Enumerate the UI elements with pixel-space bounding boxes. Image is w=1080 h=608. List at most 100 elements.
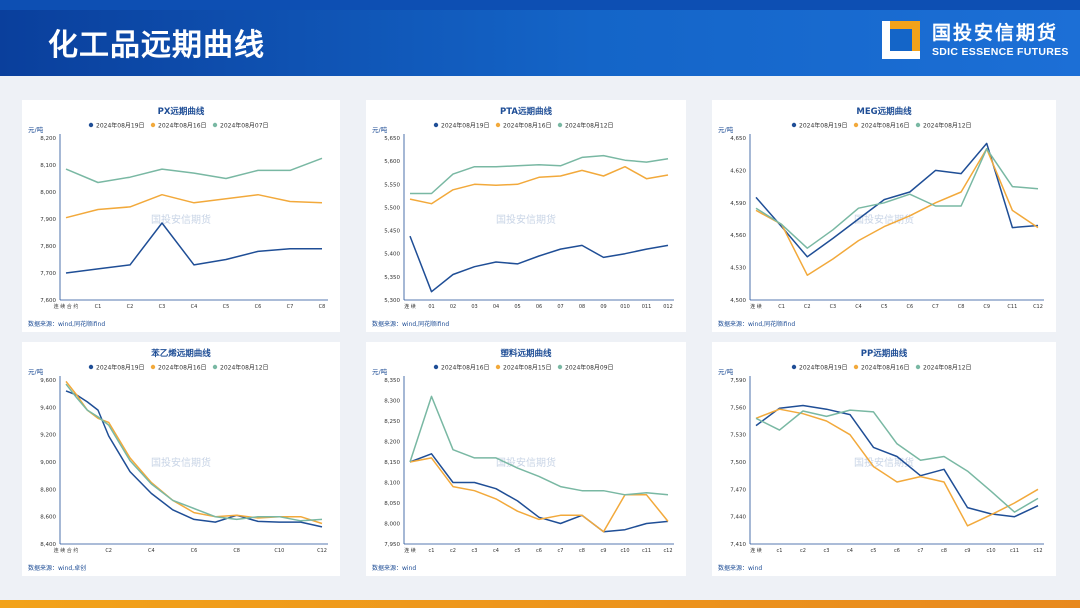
x-tick-label: c3 [472, 548, 478, 554]
y-tick-label: 7,500 [730, 460, 746, 466]
x-tick-label: 01 [428, 304, 434, 310]
x-tick-label: 连 续 [404, 303, 416, 310]
chart-plastic: 塑料远期曲线 2024年08月16日 2024年08月15日 2024年08月09日 元… [372, 348, 674, 572]
x-tick-label: c9 [965, 548, 971, 554]
x-tick-label: c11 [1010, 548, 1019, 554]
x-tick-label: C10 [274, 548, 284, 554]
y-tick-label: 4,500 [730, 298, 746, 304]
y-tick-label: 7,410 [730, 542, 746, 548]
y-tick-label: 5,300 [384, 298, 400, 304]
legend-marker [791, 364, 797, 370]
data-source-note: 数据来源：wind,同花顺ifind [28, 320, 105, 328]
y-tick-label: 8,100 [384, 481, 400, 487]
x-tick-label: c7 [918, 548, 924, 554]
x-tick-label: c9 [601, 548, 607, 554]
legend-label: 2024年08月16日 [158, 364, 207, 372]
y-tick-label: 4,650 [730, 136, 746, 142]
legend-label: 2024年08月12日 [220, 364, 269, 372]
legend-label: 2024年08月16日 [503, 122, 552, 130]
y-tick-label: 8,400 [40, 542, 56, 548]
y-axis-unit: 元/吨 [372, 367, 388, 376]
legend-label: 2024年08月12日 [565, 122, 614, 130]
y-tick-label: 4,530 [730, 266, 746, 272]
x-tick-label: 连 续 [750, 547, 762, 554]
x-tick-label: C9 [983, 304, 990, 310]
x-tick-label: C11 [1007, 304, 1017, 310]
chart-title: MEG远期曲线 [856, 106, 912, 117]
x-tick-label: C1 [95, 304, 102, 310]
y-tick-label: 9,600 [40, 378, 56, 384]
legend-marker [853, 122, 859, 128]
y-tick-label: 8,600 [40, 515, 56, 521]
y-axis-unit: 元/吨 [28, 125, 44, 134]
y-tick-label: 4,590 [730, 201, 746, 207]
series-line [409, 395, 669, 496]
y-tick-label: 8,250 [384, 419, 400, 425]
series-line [755, 148, 1039, 276]
data-source-note: 数据来源：wind,同花顺ifind [718, 320, 795, 328]
x-tick-label: c8 [941, 548, 947, 554]
x-tick-label: c6 [536, 548, 542, 554]
x-tick-label: C6 [906, 304, 913, 310]
chart-panel-plastic: 塑料远期曲线 2024年08月16日 2024年08月15日 2024年08月09日 元… [366, 342, 686, 576]
chart-px: PX远期曲线 2024年08月19日 2024年08月16日 2024年08月07日 元… [28, 106, 328, 328]
x-tick-label: 010 [620, 304, 630, 310]
y-tick-label: 7,700 [40, 271, 56, 277]
x-tick-label: C4 [855, 304, 862, 310]
y-tick-label: 5,550 [384, 182, 400, 188]
legend-label: 2024年08月19日 [96, 122, 145, 130]
legend-label: 2024年08月15日 [503, 364, 552, 372]
x-tick-label: C12 [317, 548, 327, 554]
x-tick-label: C2 [804, 304, 811, 310]
y-tick-label: 7,590 [730, 378, 746, 384]
y-tick-label: 9,000 [40, 460, 56, 466]
series-line [65, 157, 323, 184]
legend-label: 2024年08月19日 [441, 122, 490, 130]
x-tick-label: c4 [493, 548, 499, 554]
header-accent-line [0, 0, 1080, 10]
y-tick-label: 8,200 [40, 136, 56, 142]
legend-label: 2024年08月07日 [220, 122, 269, 130]
y-axis-unit: 元/吨 [718, 125, 734, 134]
y-tick-label: 7,440 [730, 515, 746, 521]
x-tick-label: C2 [127, 304, 134, 310]
x-tick-label: c8 [579, 548, 585, 554]
chart-styrene: 苯乙烯远期曲线 2024年08月19日 2024年08月16日 2024年08月12日… [28, 348, 328, 572]
y-tick-label: 4,620 [730, 168, 746, 174]
y-axis-unit: 元/吨 [718, 367, 734, 376]
data-source-note: 数据来源：wind [372, 564, 416, 572]
watermark-text: 国投安信期货 [151, 456, 211, 469]
data-source-note: 数据来源：wind,卓创 [28, 564, 86, 572]
x-tick-label: 02 [450, 304, 456, 310]
series-line [755, 408, 1039, 527]
x-tick-label: 连 续 合 约 [54, 303, 79, 310]
brand-name-cn: 国投安信期货 [932, 22, 1059, 44]
y-tick-label: 8,000 [384, 522, 400, 528]
x-tick-label: C4 [148, 548, 155, 554]
chart-panel-pp: PP远期曲线 2024年08月19日 2024年08月16日 2024年08月12日 元… [712, 342, 1056, 576]
x-tick-label: c4 [847, 548, 853, 554]
legend-label: 2024年08月19日 [96, 364, 145, 372]
legend-marker [915, 122, 921, 128]
data-source-note: 数据来源：wind,同花顺ifind [372, 320, 449, 328]
chart-pta: PTA远期曲线 2024年08月19日 2024年08月16日 2024年08月12日… [372, 106, 674, 328]
y-tick-label: 9,400 [40, 405, 56, 411]
x-tick-label: 06 [536, 304, 542, 310]
chart-title: 苯乙烯远期曲线 [150, 348, 211, 359]
legend-marker [150, 122, 156, 128]
y-axis-unit: 元/吨 [372, 125, 388, 134]
y-tick-label: 7,530 [730, 433, 746, 439]
y-tick-label: 8,150 [384, 460, 400, 466]
chart-meg: MEG远期曲线 2024年08月19日 2024年08月16日 2024年08月12日… [718, 106, 1044, 328]
legend-label: 2024年08月16日 [861, 122, 910, 130]
x-tick-label: c1 [777, 548, 783, 554]
y-tick-label: 8,300 [384, 399, 400, 405]
legend-label: 2024年08月16日 [861, 364, 910, 372]
x-tick-label: c6 [894, 548, 900, 554]
x-tick-label: C12 [1033, 304, 1043, 310]
x-tick-label: c5 [515, 548, 521, 554]
y-tick-label: 7,950 [384, 542, 400, 548]
series-line [65, 380, 323, 525]
x-tick-label: c5 [871, 548, 877, 554]
series-line [755, 409, 1039, 513]
